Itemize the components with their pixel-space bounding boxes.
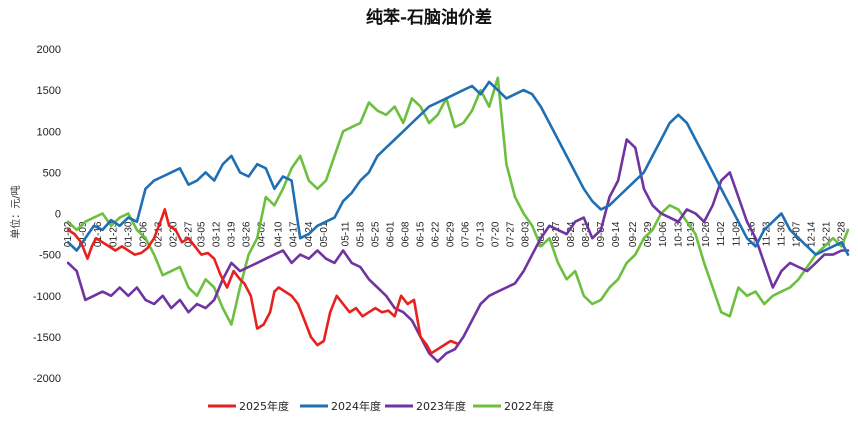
x-tick-label: 11-30: [776, 221, 787, 246]
x-tick-label: 10-19: [686, 221, 697, 247]
x-tick-label: 04-02: [257, 221, 268, 247]
x-tick-label: 01-23: [108, 221, 119, 247]
x-tick-label: 01-16: [93, 221, 104, 247]
x-tick-label: 12-21: [822, 221, 833, 247]
legend-label: 2024年度: [331, 399, 381, 413]
x-tick-label: 03-19: [226, 221, 237, 247]
y-axis-ticks: 2000 1500 1000 500 0 -500 -1000 -1500 -2000: [33, 44, 61, 385]
x-tick-label: 05-18: [355, 221, 366, 247]
x-tick-label: 05-01: [319, 221, 330, 247]
x-tick-label: 01-02: [63, 221, 74, 247]
y-tick-label: -1000: [33, 291, 61, 303]
y-tick-label: 1500: [37, 85, 61, 97]
chart-legend: 2025年度 2024年度 2023年度 2022年度: [208, 399, 554, 413]
x-tick-label: 03-05: [196, 221, 207, 247]
x-tick-label: 07-06: [461, 221, 472, 247]
x-tick-label: 07-20: [491, 221, 502, 247]
x-tick-label: 05-11: [340, 221, 351, 246]
x-tick-label: 05-25: [370, 221, 381, 247]
x-tick-label: 08-03: [521, 221, 532, 247]
x-tick-label: 02-27: [183, 221, 194, 247]
x-tick-label: 04-10: [274, 221, 285, 247]
y-tick-label: 500: [43, 167, 61, 179]
x-tick-label: 11-23: [761, 221, 772, 246]
x-tick-label: 07-13: [476, 221, 487, 247]
x-tick-label: 06-29: [446, 221, 457, 247]
series-line-4: [66, 76, 850, 326]
legend-label: 2023年度: [416, 399, 466, 413]
x-tick-label: 02-06: [138, 221, 149, 247]
x-tick-label: 11-09: [731, 221, 742, 246]
x-tick-label: 06-15: [415, 221, 426, 247]
x-tick-label: 12-28: [837, 221, 848, 247]
y-tick-label: 2000: [37, 44, 61, 56]
x-tick-label: 10-13: [673, 221, 684, 247]
x-tick-label: 01-09: [78, 221, 89, 247]
legend-label: 2022年度: [504, 399, 554, 413]
x-tick-label: 06-08: [400, 221, 411, 247]
x-tick-label: 06-22: [431, 221, 442, 247]
x-tick-label: 09-07: [596, 221, 607, 247]
y-axis-label: 单位：元/吨: [9, 185, 22, 238]
y-tick-label: -2000: [33, 373, 61, 385]
x-tick-label: 02-13: [153, 221, 164, 247]
x-tick-label: 11-02: [716, 221, 727, 246]
series-lines: [66, 76, 850, 363]
y-tick-label: -1500: [33, 332, 61, 344]
series-line-1: [66, 208, 459, 355]
y-tick-label: 1000: [37, 126, 61, 138]
x-tick-label: 09-22: [628, 221, 639, 247]
x-tick-label: 08-24: [566, 221, 577, 247]
x-tick-label: 03-12: [211, 221, 222, 247]
x-tick-label: 10-26: [701, 221, 712, 247]
x-tick-label: 02-20: [168, 221, 179, 247]
chart-title: 纯苯-石脑油价差: [366, 7, 492, 28]
x-tick-label: 07-27: [506, 221, 517, 247]
series-line-2: [66, 80, 850, 256]
x-axis-ticks: 01-02 01-09 01-16 01-23 01-30 02-06 02-13 02-20…: [63, 221, 847, 247]
x-tick-label: 01-30: [123, 221, 134, 247]
series-line-3: [66, 138, 850, 363]
x-tick-label: 08-10: [536, 221, 547, 247]
legend-label: 2025年度: [239, 399, 289, 413]
x-tick-label: 10-06: [658, 221, 669, 247]
x-tick-label: 03-26: [241, 221, 252, 247]
y-tick-label: -500: [39, 250, 61, 262]
x-tick-label: 04-17: [289, 221, 300, 247]
y-tick-label: 0: [55, 209, 61, 221]
x-tick-label: 08-17: [551, 221, 562, 247]
x-tick-label: 12-14: [806, 221, 817, 247]
x-tick-label: 06-01: [385, 221, 396, 247]
x-tick-label: 09-14: [611, 221, 622, 247]
x-tick-label: 08-31: [581, 221, 592, 247]
x-tick-label: 12-07: [791, 221, 802, 247]
